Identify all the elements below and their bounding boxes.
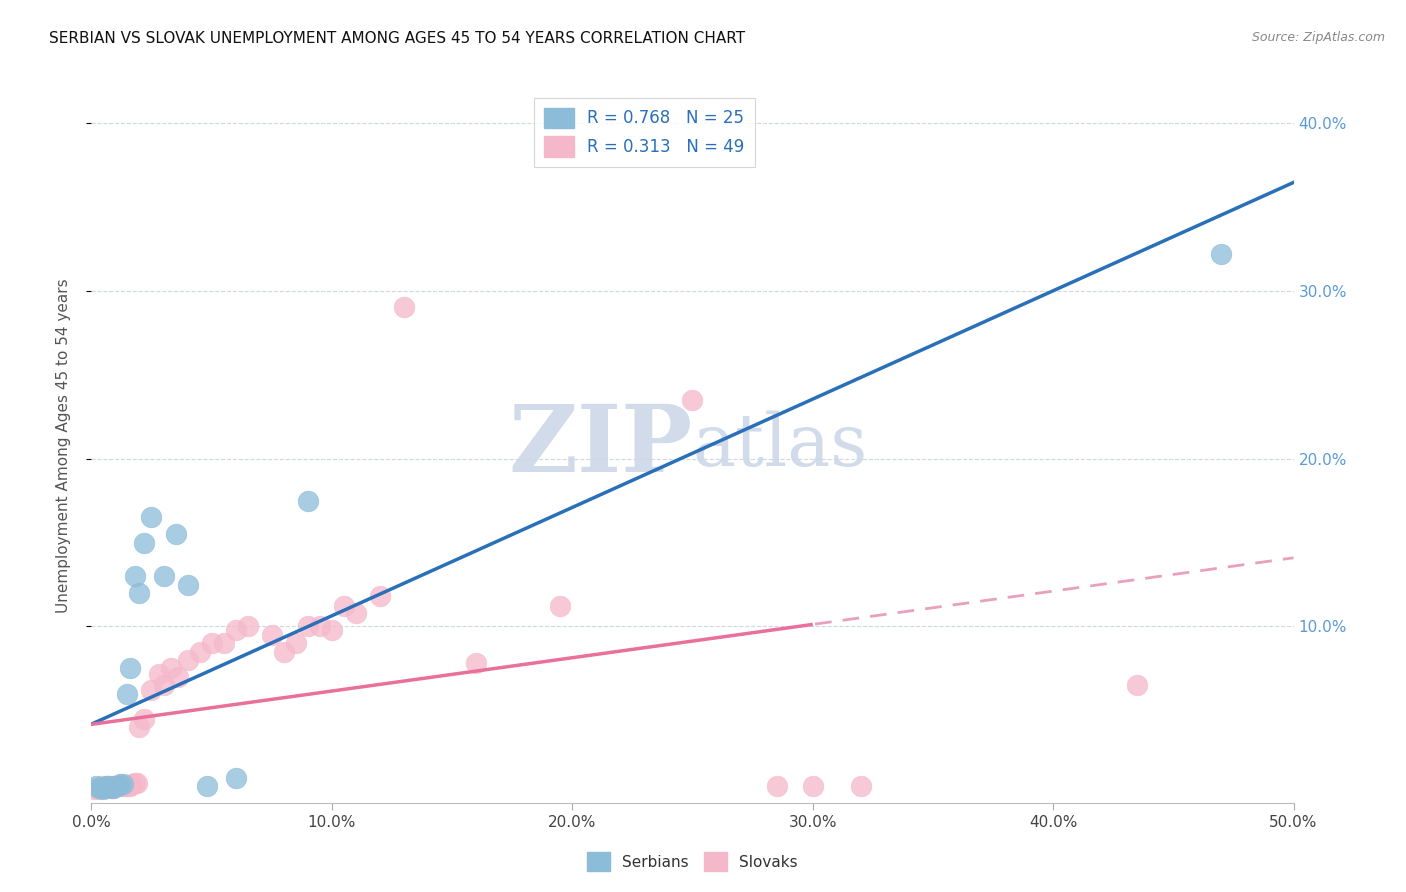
Point [284,636,307,650]
Point [93,780,115,795]
Point [87,780,110,795]
Point [141,510,163,524]
Point [195,779,218,793]
Point [94,780,117,795]
Point [110,779,132,793]
Point [176,653,198,667]
Point [801,779,824,793]
Point [152,678,174,692]
Point [84,780,107,795]
Point [128,586,150,600]
Text: atlas: atlas [692,410,868,482]
Point [141,683,163,698]
Point [297,619,319,633]
Point [100,780,122,795]
Point [107,779,129,793]
Point [124,775,146,789]
Point [104,779,127,793]
Point [118,661,141,675]
Point [1211,246,1233,260]
Point [100,779,122,793]
Point [465,657,488,671]
Point [392,301,415,315]
Point [225,771,247,785]
Point [83,782,105,797]
Point [125,775,148,789]
Point [236,619,259,633]
Point [681,392,703,407]
Point [107,779,129,793]
Point [97,779,120,793]
Point [321,623,343,637]
Point [165,527,187,541]
Point [134,535,156,549]
Point [849,779,872,793]
Point [368,589,391,603]
Point [128,720,150,734]
Point [104,779,127,793]
Point [159,661,181,675]
Point [188,645,211,659]
Point [167,670,190,684]
Point [93,782,115,797]
Point [1126,678,1149,692]
Point [201,636,224,650]
Point [344,606,367,620]
Point [152,569,174,583]
Text: ZIP: ZIP [508,401,692,491]
Point [176,577,198,591]
Point [114,779,136,793]
Point [333,599,356,614]
Point [117,687,139,701]
Point [110,777,132,791]
Point [101,780,124,795]
Text: SERBIAN VS SLOVAK UNEMPLOYMENT AMONG AGES 45 TO 54 YEARS CORRELATION CHART: SERBIAN VS SLOVAK UNEMPLOYMENT AMONG AGE… [49,31,745,46]
Point [212,636,235,650]
Point [84,779,107,793]
Point [308,619,330,633]
Point [117,779,139,793]
Point [118,779,141,793]
Point [90,779,112,793]
Point [111,779,134,793]
Text: Source: ZipAtlas.com: Source: ZipAtlas.com [1251,31,1385,45]
Point [134,712,156,726]
Point [121,777,143,791]
Point [87,782,110,797]
Point [111,777,134,791]
Point [97,779,120,793]
Point [260,628,283,642]
Point [548,599,571,614]
Point [765,779,787,793]
Y-axis label: Unemployment Among Ages 45 to 54 years: Unemployment Among Ages 45 to 54 years [56,278,70,614]
Point [101,780,124,795]
Point [297,493,319,508]
Point [225,623,247,637]
Point [124,569,146,583]
Point [90,780,112,795]
Point [273,645,295,659]
Legend: Serbians, Slovaks: Serbians, Slovaks [581,847,804,877]
Point [148,666,170,681]
Point [94,779,117,793]
